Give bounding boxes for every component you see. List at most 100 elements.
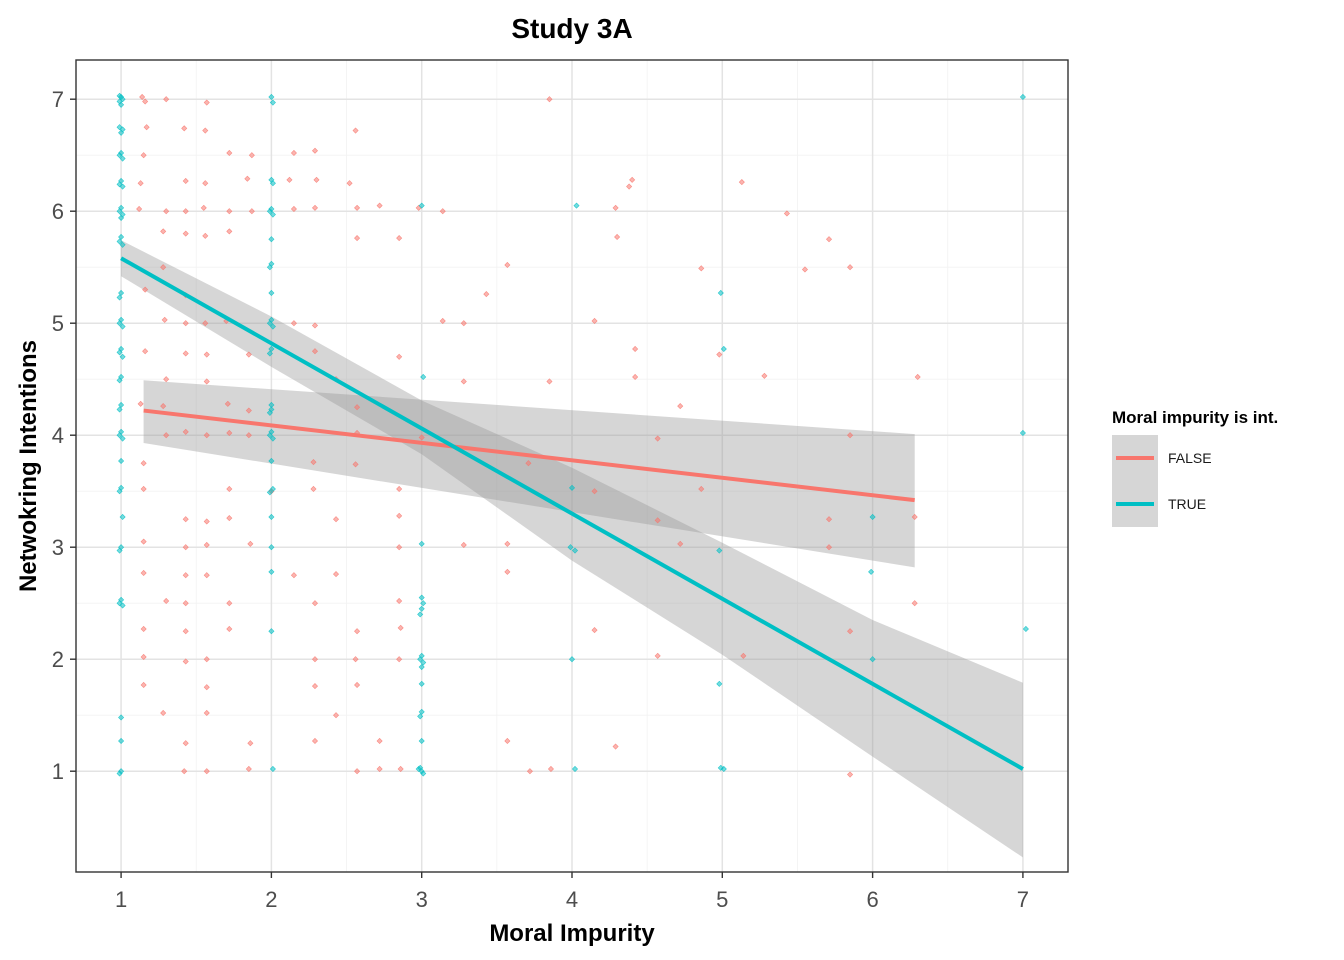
data-point-false — [332, 516, 340, 523]
data-point-true — [268, 628, 275, 635]
data-point-false — [396, 485, 403, 492]
data-point-true — [415, 765, 422, 772]
fit-line-false — [143, 408, 915, 503]
data-point-true — [418, 708, 425, 715]
data-point-true — [119, 602, 126, 609]
y-axis: 1 2 3 4 5 6 7 — [52, 87, 76, 784]
data-point-false — [163, 432, 170, 439]
data-point-true — [119, 96, 126, 103]
data-point-false — [226, 149, 233, 156]
data-point-true — [116, 406, 123, 413]
data-point-false — [182, 230, 189, 237]
data-point-false — [140, 681, 147, 688]
y-tick-label: 7 — [52, 87, 64, 112]
data-point-false — [226, 429, 233, 436]
data-point-true — [269, 99, 276, 106]
data-point-true — [268, 513, 275, 520]
data-point-true — [418, 202, 425, 209]
x-tick-label: 4 — [566, 887, 578, 912]
data-point-false — [654, 435, 661, 442]
data-point-false — [203, 351, 210, 358]
data-point-false — [847, 264, 854, 271]
data-point-true — [571, 765, 579, 772]
data-point-true — [418, 664, 425, 671]
data-point-false — [226, 485, 233, 492]
data-point-false — [396, 544, 403, 551]
data-point-true — [268, 345, 275, 352]
data-point-false — [182, 208, 189, 215]
y-tick-label: 1 — [52, 759, 64, 784]
data-point-false — [396, 597, 403, 604]
data-point-false — [632, 373, 639, 380]
x-tick-label: 7 — [1017, 887, 1029, 912]
confidence-ribbons — [121, 240, 1023, 858]
y-tick-label: 2 — [52, 647, 64, 672]
data-point-true — [266, 432, 273, 439]
data-point-true — [116, 547, 123, 554]
data-point-true — [116, 377, 123, 384]
data-point-false — [143, 124, 150, 131]
data-point-true — [571, 547, 579, 554]
data-point-true — [269, 485, 276, 492]
data-point-false — [525, 460, 532, 467]
data-point-false — [418, 434, 425, 441]
data-point-false — [202, 127, 209, 134]
data-point-true — [118, 737, 125, 744]
data-point-false — [504, 737, 511, 744]
data-point-true — [119, 241, 126, 248]
data-point-false — [140, 152, 147, 159]
data-point-false — [182, 572, 189, 579]
data-point-true — [268, 289, 275, 296]
data-point-false — [847, 432, 854, 439]
data-point-true — [869, 513, 876, 520]
chart-title: Study 3A — [511, 13, 632, 44]
data-point-false — [397, 624, 404, 631]
data-point-false — [354, 235, 361, 242]
data-point-false — [825, 236, 833, 243]
data-point-false — [397, 765, 404, 772]
data-point-false — [137, 180, 144, 187]
data-point-false — [181, 125, 188, 132]
data-point-true — [268, 236, 275, 243]
data-point-false — [203, 768, 210, 775]
data-point-false — [163, 208, 170, 215]
data-point-true — [116, 770, 123, 777]
x-tick-label: 5 — [716, 887, 728, 912]
data-point-false — [286, 176, 293, 183]
data-point-false — [245, 765, 252, 772]
legend-label-false: FALSE — [1168, 450, 1212, 466]
data-point-false — [203, 432, 210, 439]
data-point-false — [396, 353, 403, 360]
data-point-false — [460, 541, 467, 548]
data-point-true — [118, 214, 125, 221]
data-point-true — [116, 294, 123, 301]
data-point-false — [247, 540, 254, 547]
data-point-true — [119, 155, 126, 162]
data-point-false — [698, 265, 705, 272]
data-point-true — [1019, 429, 1026, 436]
data-point-false — [396, 512, 403, 519]
data-point-true — [420, 600, 427, 607]
data-point-true — [716, 680, 723, 687]
data-point-true — [118, 233, 125, 240]
data-point-false — [354, 404, 361, 411]
data-point-false — [911, 513, 918, 520]
data-point-false — [591, 317, 598, 324]
data-point-true — [119, 435, 126, 442]
data-point-true — [720, 345, 727, 352]
data-point-false — [200, 204, 207, 211]
data-point-false — [202, 232, 209, 239]
data-point-true — [116, 349, 123, 356]
data-point-true — [116, 432, 123, 439]
data-point-true — [269, 180, 276, 187]
x-axis: 1 2 3 4 5 6 7 — [115, 872, 1029, 912]
data-point-false — [182, 740, 189, 747]
data-point-false — [825, 544, 833, 551]
data-point-false — [140, 538, 147, 545]
data-point-false — [182, 658, 189, 665]
data-point-false — [182, 320, 189, 327]
data-point-false — [761, 372, 768, 379]
data-point-true — [268, 457, 275, 464]
data-point-false — [654, 652, 661, 659]
